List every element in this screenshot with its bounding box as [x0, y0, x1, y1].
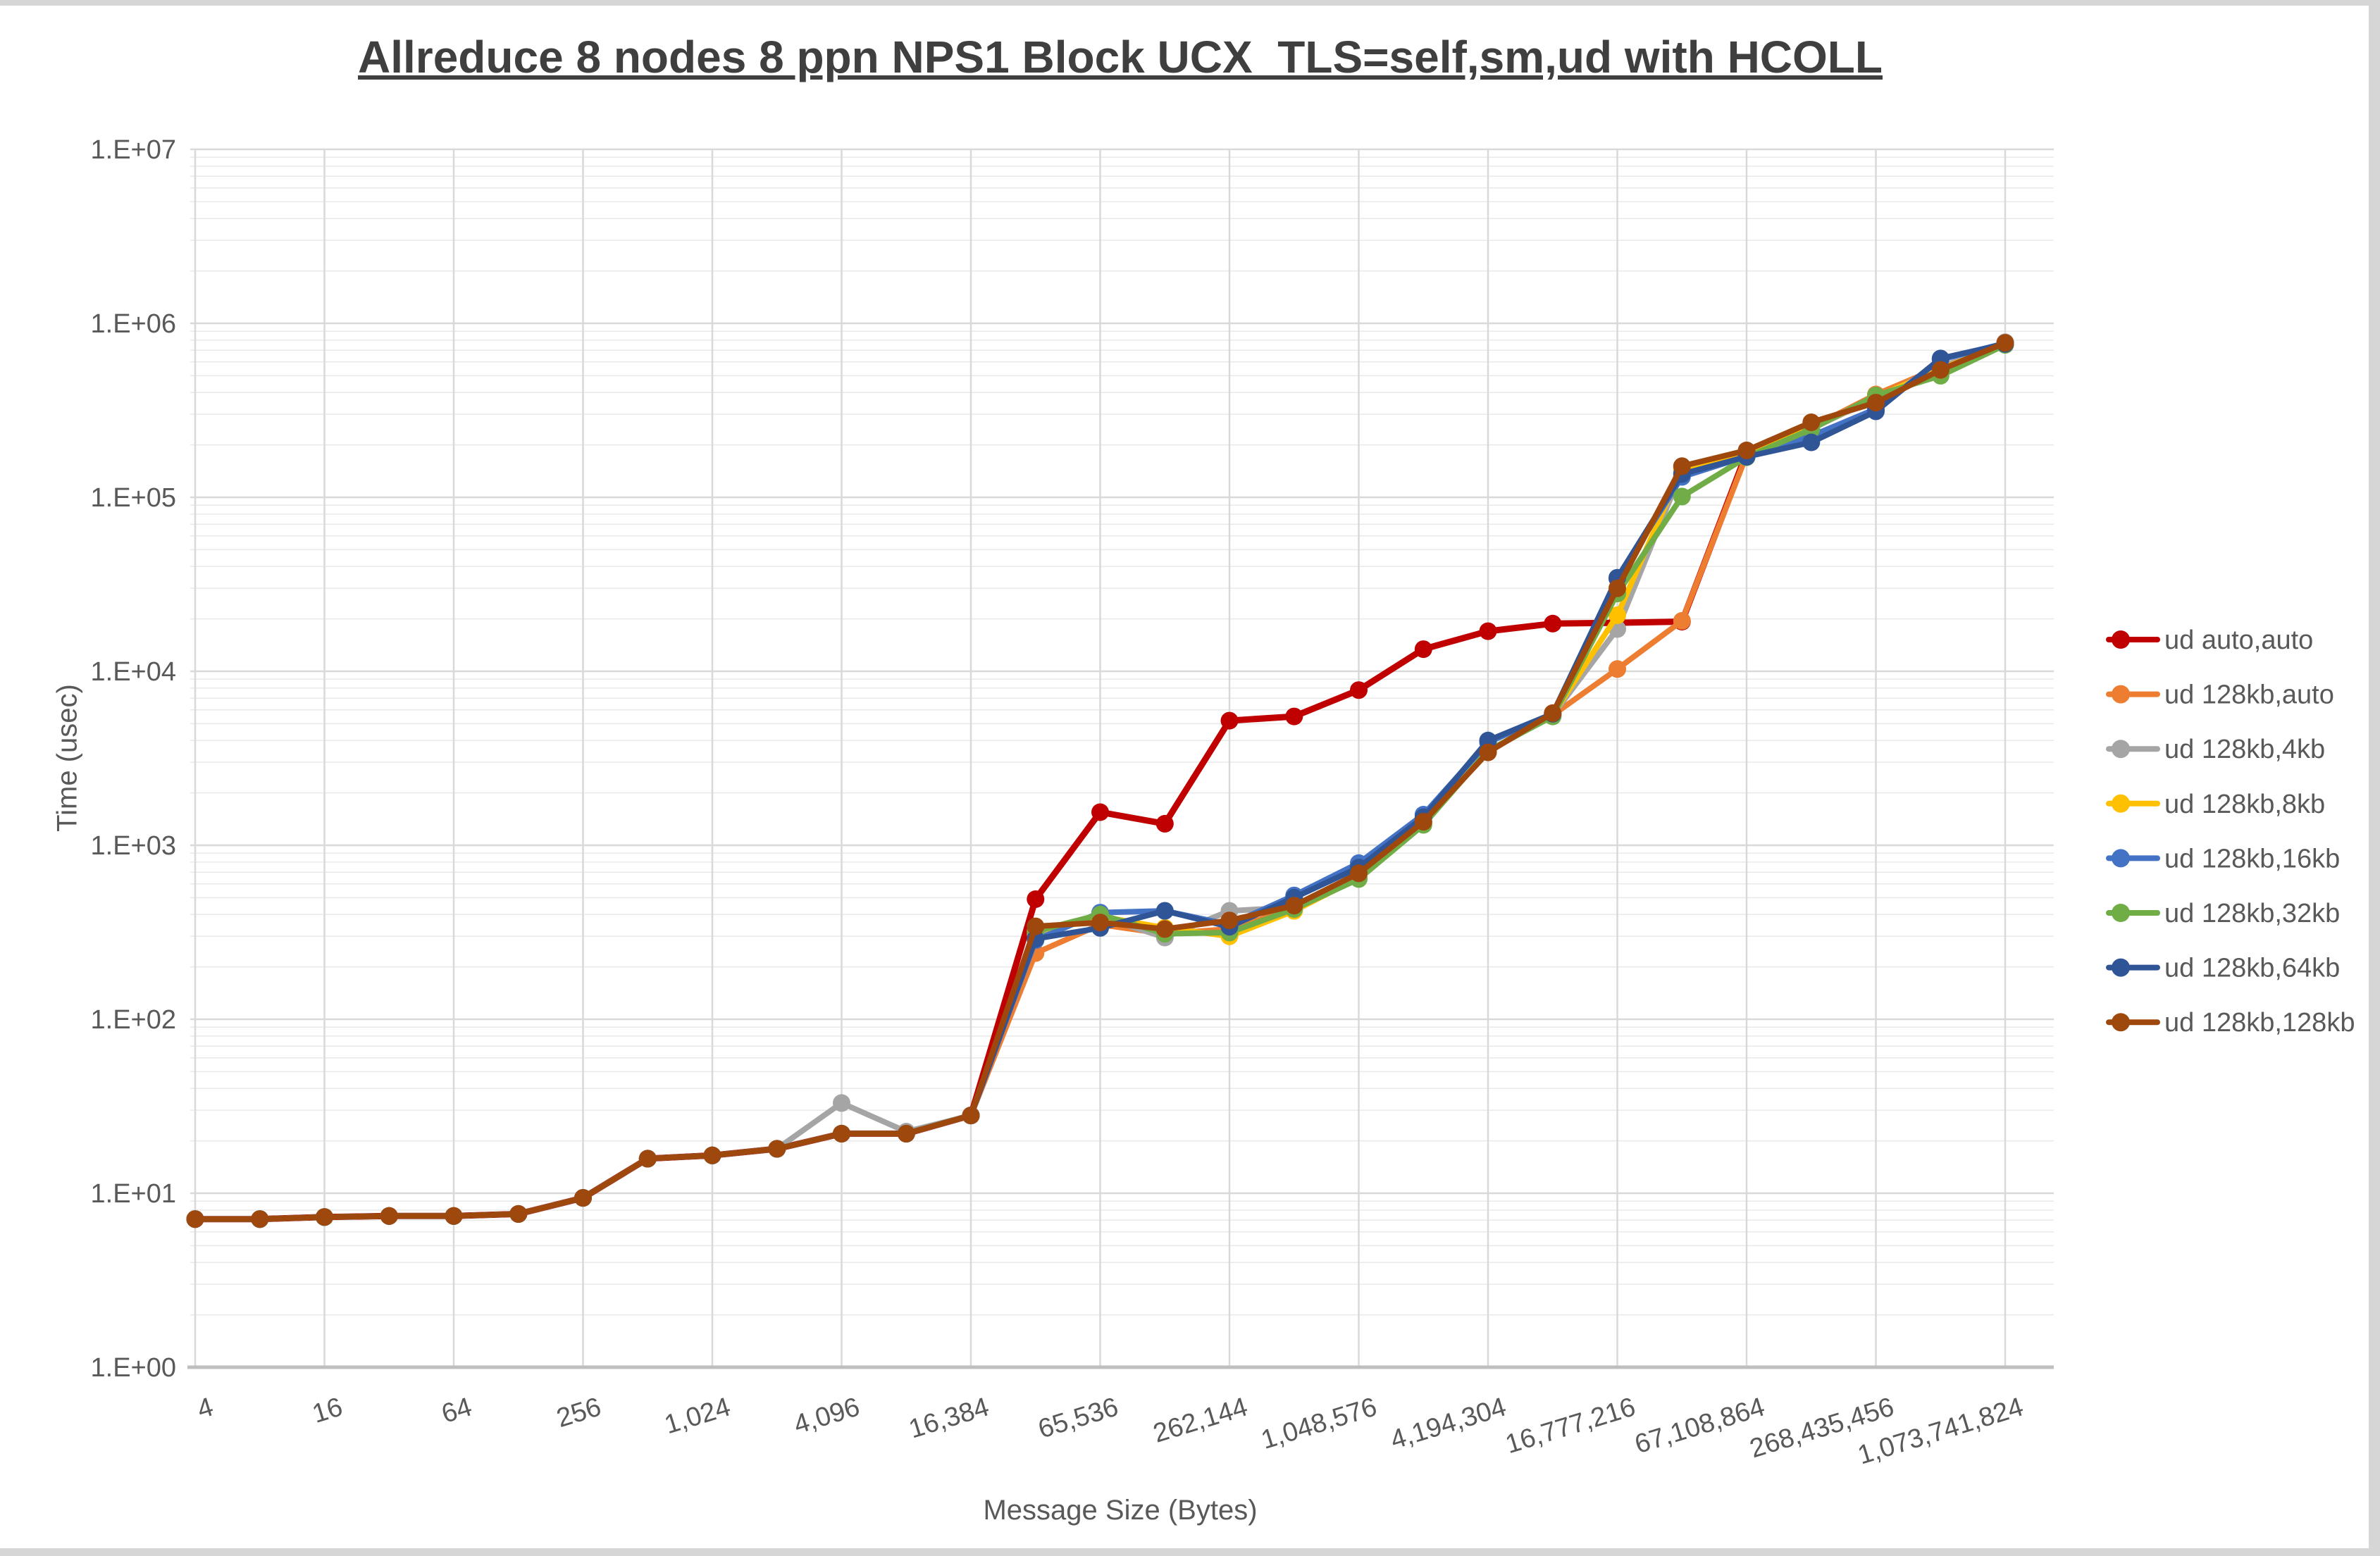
y-tick-label: 1.E+03: [91, 831, 177, 861]
y-tick-label: 1.E+07: [91, 135, 177, 165]
legend-item: ud auto,auto: [2106, 625, 2313, 655]
legend-marker-dot: [2112, 1013, 2130, 1032]
legend-label: ud auto,auto: [2164, 625, 2313, 655]
major-gridlines: [190, 148, 2054, 1369]
legend-label: ud 128kb,16kb: [2164, 844, 2340, 873]
legend-item: ud 128kb,auto: [2106, 680, 2334, 710]
x-tick-label: 16,384: [905, 1392, 992, 1444]
legend-marker-dot: [2112, 794, 2130, 813]
legend-item: ud 128kb,16kb: [2106, 844, 2340, 873]
x-tick-label: 16: [309, 1392, 346, 1429]
x-tick-label: 1,048,576: [1258, 1392, 1380, 1455]
y-tick-labels: 1.E+00 1.E+01 1.E+02 1.E+03 1.E+04 1.E+05 1.E+…: [91, 135, 177, 1383]
window-edge-right: [2369, 0, 2380, 1556]
legend-label: ud 128kb,64kb: [2164, 954, 2340, 983]
legend-label: ud 128kb,auto: [2164, 680, 2334, 710]
legend-item: ud 128kb,8kb: [2106, 790, 2325, 819]
x-axis-title: Message Size (Bytes): [983, 1495, 1258, 1526]
x-tick-label: 16,777,216: [1502, 1392, 1639, 1459]
legend-label: ud 128kb,8kb: [2164, 790, 2325, 819]
minor-gridlines: [190, 156, 2054, 1316]
y-tick-label: 1.E+02: [91, 1005, 177, 1035]
y-tick-label: 1.E+04: [91, 657, 177, 687]
legend: ud auto,auto ud 128kb,auto ud 128kb,4kb ud …: [2106, 625, 2355, 1038]
x-tick-label: 65,536: [1035, 1392, 1122, 1444]
x-tick-label: 256: [553, 1392, 605, 1433]
x-tick-label: 4: [194, 1392, 216, 1424]
y-tick-label: 1.E+00: [91, 1353, 177, 1383]
legend-item: ud 128kb,64kb: [2106, 954, 2340, 983]
legend-marker-dot: [2112, 958, 2130, 977]
x-tick-label: 1,024: [661, 1392, 733, 1440]
legend-marker-dot: [2112, 740, 2130, 759]
y-tick-label: 1.E+01: [91, 1179, 177, 1209]
series-ud-128kb-128kb: [186, 334, 2014, 1228]
x-tick-label: 4,194,304: [1387, 1392, 1510, 1455]
window-edge-top: [0, 0, 2380, 6]
legend-label: ud 128kb,32kb: [2164, 899, 2340, 928]
legend-item: ud 128kb,32kb: [2106, 899, 2340, 928]
chart-title: Allreduce 8 nodes 8 ppn NPS1 Block UCX_T…: [358, 32, 1883, 82]
x-tick-label: 4,096: [791, 1392, 863, 1440]
legend-marker-dot: [2112, 630, 2130, 649]
legend-item: ud 128kb,128kb: [2106, 1008, 2355, 1038]
y-tick-label: 1.E+06: [91, 309, 177, 339]
x-tick-label: 262,144: [1150, 1392, 1251, 1448]
x-tick-label: 67,108,864: [1631, 1392, 1768, 1459]
legend-label: ud 128kb,4kb: [2164, 735, 2325, 764]
data-series: [186, 333, 2014, 1228]
legend-marker-dot: [2112, 904, 2130, 922]
y-tick-label: 1.E+05: [91, 483, 177, 513]
legend-marker-dot: [2112, 849, 2130, 868]
legend-marker-dot: [2112, 685, 2130, 704]
legend-item: ud 128kb,4kb: [2106, 735, 2325, 764]
x-tick-label: 64: [438, 1392, 476, 1429]
window-edge-bottom: [0, 1548, 2380, 1556]
x-tick-labels: 4 16 64 256 1,024 4,096 16,384 65,536 262,144 1,0…: [194, 1392, 2026, 1470]
legend-label: ud 128kb,128kb: [2164, 1008, 2355, 1038]
